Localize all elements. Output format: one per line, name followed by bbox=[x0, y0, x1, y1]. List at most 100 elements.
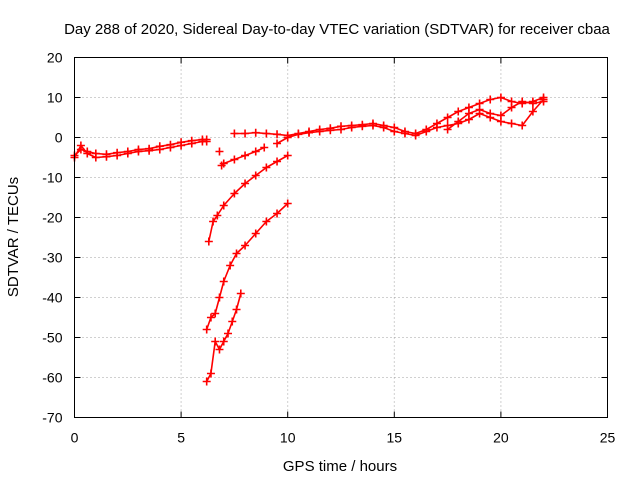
data-point bbox=[273, 139, 282, 148]
data-point bbox=[315, 127, 324, 136]
y-tick-label: -10 bbox=[42, 170, 62, 186]
data-point bbox=[215, 293, 224, 302]
data-point bbox=[211, 309, 220, 318]
data-point bbox=[241, 151, 250, 160]
data-point bbox=[262, 217, 271, 226]
x-tick-label: 15 bbox=[387, 430, 403, 446]
series-isolated-point bbox=[215, 147, 224, 156]
data-point bbox=[379, 123, 388, 132]
y-tick-label: 10 bbox=[47, 90, 63, 106]
data-point bbox=[251, 147, 260, 156]
data-point bbox=[496, 111, 505, 120]
data-point bbox=[230, 189, 239, 198]
data-point bbox=[464, 109, 473, 118]
data-point bbox=[422, 127, 431, 136]
data-point bbox=[262, 129, 271, 138]
data-point bbox=[411, 131, 420, 140]
data-point bbox=[219, 201, 228, 210]
data-point bbox=[219, 277, 228, 286]
data-point bbox=[390, 127, 399, 136]
y-axis-label: SDTVAR / TECUs bbox=[5, 177, 22, 297]
chart-title: Day 288 of 2020, Sidereal Day-to-day VTE… bbox=[64, 21, 610, 38]
series-descending-arc-4 bbox=[202, 289, 245, 386]
data-point bbox=[113, 151, 122, 160]
y-tick-label: -30 bbox=[42, 250, 62, 266]
data-point bbox=[400, 129, 409, 138]
data-point bbox=[226, 261, 235, 270]
data-point bbox=[177, 141, 186, 150]
data-point bbox=[166, 143, 175, 152]
data-point bbox=[219, 337, 228, 346]
data-point bbox=[134, 147, 143, 156]
data-point bbox=[368, 121, 377, 130]
data-point bbox=[230, 155, 239, 164]
data-point bbox=[283, 151, 292, 160]
data-point bbox=[486, 95, 495, 104]
data-point bbox=[76, 141, 85, 150]
x-tick-label: 20 bbox=[493, 430, 509, 446]
data-point bbox=[241, 129, 250, 138]
data-point bbox=[228, 317, 237, 326]
data-point bbox=[236, 289, 245, 298]
data-point bbox=[273, 157, 282, 166]
x-tick-label: 5 bbox=[177, 430, 185, 446]
data-point bbox=[211, 337, 220, 346]
data-point bbox=[262, 163, 271, 172]
data-point bbox=[432, 123, 441, 132]
data-point bbox=[215, 147, 224, 156]
data-point bbox=[219, 159, 228, 168]
data-point bbox=[213, 211, 222, 220]
plot-area bbox=[70, 93, 548, 386]
data-point bbox=[518, 121, 527, 130]
data-point bbox=[273, 130, 282, 139]
series-main-track-4 bbox=[273, 95, 548, 148]
data-point bbox=[206, 369, 215, 378]
data-point bbox=[230, 129, 239, 138]
data-point bbox=[486, 109, 495, 118]
series-descending-arc-1 bbox=[217, 143, 269, 170]
data-point bbox=[209, 217, 218, 226]
data-point bbox=[251, 229, 260, 238]
data-point bbox=[204, 237, 213, 246]
grid bbox=[74, 57, 608, 418]
data-point bbox=[528, 99, 537, 108]
data-point bbox=[83, 149, 92, 158]
x-tick-label: 25 bbox=[600, 430, 616, 446]
data-point bbox=[187, 139, 196, 148]
series-band bbox=[446, 100, 545, 131]
data-point bbox=[326, 126, 335, 135]
data-point bbox=[454, 117, 463, 126]
data-point bbox=[155, 145, 164, 154]
series-band bbox=[205, 202, 289, 331]
data-point bbox=[241, 179, 250, 188]
y-tick-label: -40 bbox=[42, 290, 62, 306]
series-main-track-5 bbox=[443, 97, 548, 134]
data-point bbox=[443, 125, 452, 134]
y-tick-label: -70 bbox=[42, 410, 62, 426]
y-tick-label: -50 bbox=[42, 330, 62, 346]
data-point bbox=[294, 130, 303, 139]
data-point bbox=[283, 133, 292, 142]
data-point bbox=[528, 107, 537, 116]
data-point bbox=[496, 93, 505, 102]
data-point bbox=[305, 128, 314, 137]
data-point bbox=[337, 125, 345, 134]
data-point bbox=[224, 329, 233, 338]
data-point bbox=[454, 107, 463, 116]
plot-frame bbox=[74, 57, 608, 418]
data-point bbox=[91, 153, 100, 162]
data-point bbox=[206, 313, 215, 322]
axis-ticks: 0 5 10 15 20 25 -70 -60 -50 -40 -30 -20 -10 0 10 20 bbox=[42, 50, 615, 446]
data-point bbox=[251, 128, 260, 137]
data-point bbox=[539, 97, 548, 106]
data-point bbox=[518, 97, 527, 106]
data-point bbox=[443, 113, 452, 122]
data-point bbox=[507, 119, 516, 128]
data-point bbox=[215, 345, 224, 354]
y-tick-label: -60 bbox=[42, 370, 62, 386]
series-band bbox=[208, 154, 289, 243]
data-point bbox=[232, 305, 241, 314]
x-tick-label: 10 bbox=[280, 430, 296, 446]
series-band bbox=[220, 146, 266, 167]
